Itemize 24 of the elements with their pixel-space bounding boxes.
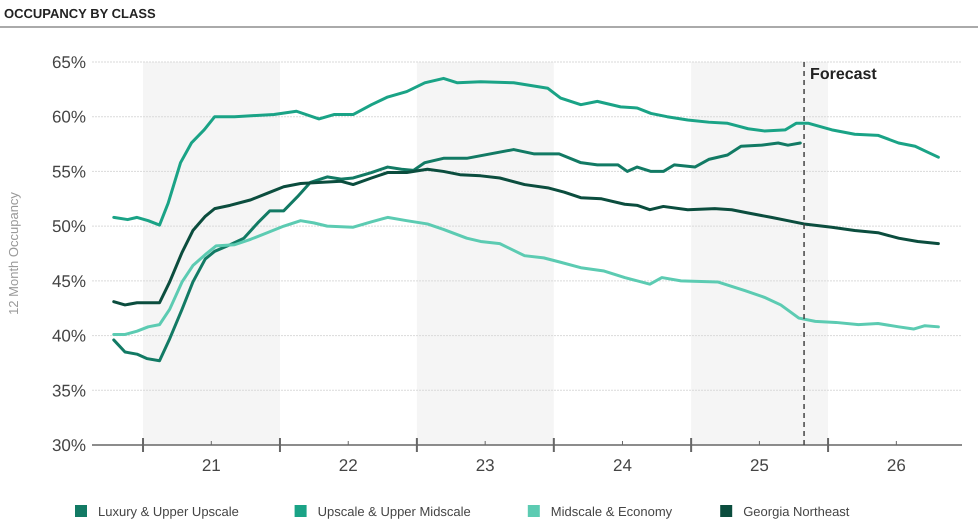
ref-line-label: Forecast bbox=[810, 66, 878, 83]
y-tick-label: 30% bbox=[52, 436, 86, 455]
line-series bbox=[112, 216, 940, 336]
x-tick-label: 26 bbox=[886, 456, 906, 475]
y-axis-title: 12 Month Occupancy bbox=[6, 192, 21, 315]
line-series bbox=[112, 168, 940, 306]
y-tick-label: 35% bbox=[52, 381, 86, 400]
line-series bbox=[112, 141, 802, 362]
legend-label: Upscale & Upper Midscale bbox=[318, 504, 471, 519]
x-tick-label: 25 bbox=[750, 456, 769, 475]
chart-title: OCCUPANCY BY CLASS bbox=[4, 6, 156, 21]
y-tick-label: 55% bbox=[52, 162, 86, 182]
y-tick-label: 65% bbox=[52, 53, 86, 72]
x-tick-label: 22 bbox=[338, 456, 358, 475]
x-tick-label: 23 bbox=[476, 456, 495, 475]
y-tick-label: 60% bbox=[52, 108, 86, 127]
x-tick-label: 21 bbox=[202, 456, 221, 475]
x-tick-label: 24 bbox=[613, 456, 632, 475]
legend-label: Midscale & Economy bbox=[550, 504, 673, 519]
y-tick-label: 40% bbox=[52, 326, 86, 346]
y-tick-label: 50% bbox=[52, 217, 86, 236]
legend-label: Luxury & Upper Upscale bbox=[98, 504, 239, 519]
legend-label: Georgia Northeast bbox=[743, 504, 850, 519]
y-tick-label: 45% bbox=[52, 272, 86, 291]
